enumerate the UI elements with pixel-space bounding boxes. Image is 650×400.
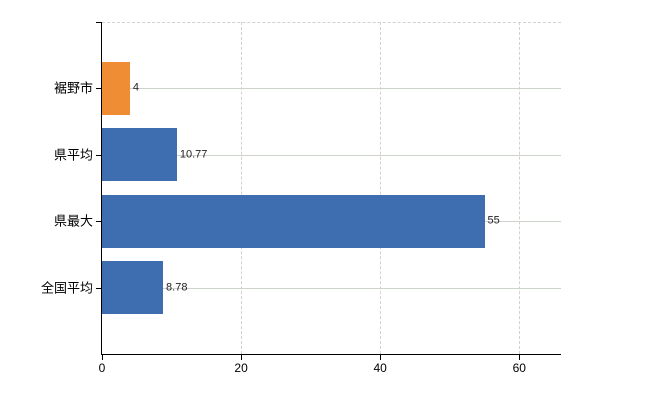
bar-value-label: 8.78 <box>166 281 188 294</box>
bar-value-label: 4 <box>132 81 139 94</box>
gridline-horizontal <box>102 88 561 90</box>
y-axis-category-label: 県平均 <box>53 147 93 163</box>
y-axis-top-tick <box>96 22 102 23</box>
gridline-vertical <box>380 22 382 354</box>
bar-1 <box>102 61 130 115</box>
y-axis-category-label: 全国平均 <box>40 280 93 296</box>
x-axis-tick <box>519 354 521 360</box>
gridline-horizontal <box>102 287 561 289</box>
x-axis-tick-label: 60 <box>512 361 526 375</box>
y-axis-tick <box>96 88 102 90</box>
bar-3 <box>102 194 485 248</box>
bar-4 <box>102 261 164 315</box>
gridline-horizontal <box>102 154 561 156</box>
x-axis-tick-label: 40 <box>373 361 387 375</box>
gridline-vertical <box>519 22 521 354</box>
gridline-vertical <box>241 22 243 354</box>
y-axis-category-label: 県最大 <box>53 213 93 229</box>
plot-top-border <box>102 22 561 23</box>
bar-2 <box>102 128 177 182</box>
y-axis-tick <box>96 287 102 289</box>
y-axis-tick <box>96 221 102 223</box>
x-axis-tick <box>241 354 243 360</box>
y-axis-tick <box>96 154 102 156</box>
y-axis-category-label: 裾野市 <box>53 80 93 96</box>
bar-value-label: 10.77 <box>179 148 208 161</box>
bar-value-label: 55 <box>487 214 500 227</box>
x-axis-tick <box>380 354 382 360</box>
x-axis-tick-label: 20 <box>234 361 248 375</box>
x-axis-tick <box>102 354 103 360</box>
x-axis-tick-label: 0 <box>98 361 106 375</box>
plot-area: 0 20 40 60 4 裾野市 10.77 県平均 55 県最大 8.78 全国平均 <box>41 22 561 374</box>
